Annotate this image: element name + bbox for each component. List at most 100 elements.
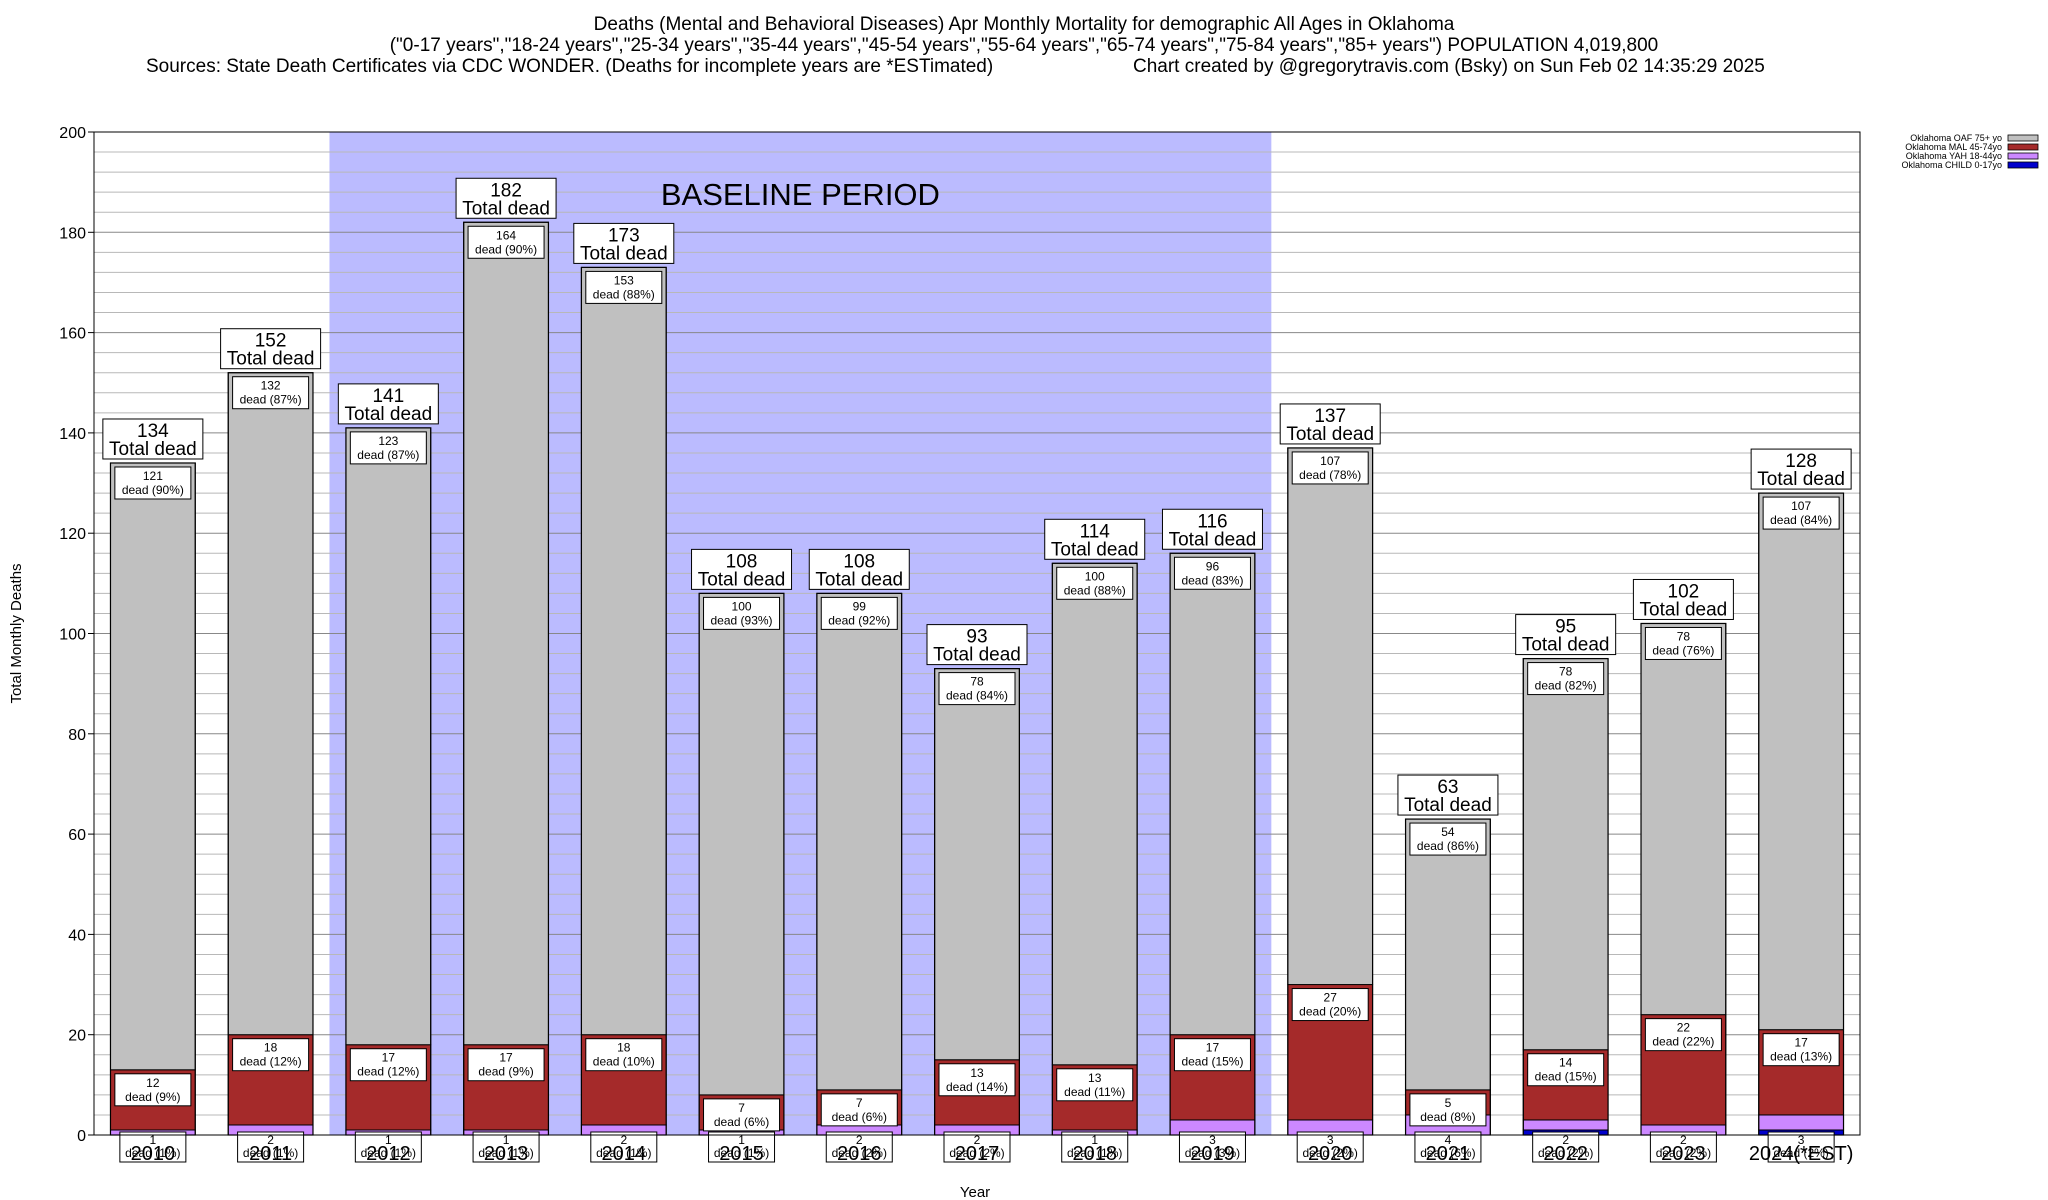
total-value-label: 108 <box>843 551 875 572</box>
x-tick-label: 2015 <box>719 1143 764 1165</box>
bar-segment <box>227 372 314 1036</box>
segment-label-box <box>590 1131 658 1163</box>
segment-value-label: 18 <box>617 1041 631 1055</box>
segment-label-box <box>1644 1018 1722 1052</box>
total-value-label: 141 <box>372 386 404 407</box>
legend-entry-label: Oklahoma MAL 45-74yo <box>1905 142 2002 152</box>
segment-pct-label: dead (76%) <box>1652 643 1714 657</box>
segment-pct-label: dead (9%) <box>125 1090 180 1104</box>
segment-value-label: 17 <box>1794 1036 1808 1050</box>
x-tick-label: 2016 <box>837 1143 882 1165</box>
total-label-box <box>337 383 439 425</box>
segment-value-label: 13 <box>970 1066 984 1080</box>
bar-segment <box>1758 1114 1845 1131</box>
bar-segment <box>580 266 667 1036</box>
segment-pct-label: dead (92%) <box>828 613 890 627</box>
total-value-label: 102 <box>1668 581 1700 602</box>
segment-value-label: 2 <box>856 1133 863 1147</box>
total-label-box <box>220 328 322 370</box>
segment-value-label: 3 <box>1209 1133 1216 1147</box>
total-value-label: 63 <box>1437 777 1458 798</box>
segment-label-box <box>1409 1093 1487 1127</box>
segment-pct-label: dead (2%) <box>1656 1146 1711 1160</box>
total-value-label: 182 <box>490 180 522 201</box>
total-label-box <box>1279 403 1381 445</box>
x-tick-label: 2018 <box>1072 1143 1117 1165</box>
segment-label-box <box>1291 451 1369 485</box>
segment-value-label: 164 <box>496 228 516 242</box>
bar-segment <box>1051 562 1138 1066</box>
segment-value-label: 153 <box>614 273 634 287</box>
total-value-label: 108 <box>726 551 758 572</box>
segment-pct-label: dead (1%) <box>478 1146 533 1160</box>
segment-value-label: 1 <box>503 1133 510 1147</box>
total-label-box <box>102 418 204 460</box>
total-label-box <box>1397 774 1499 816</box>
total-value-label: 128 <box>1785 451 1817 472</box>
bar-segment <box>345 427 432 1046</box>
total-text-label: Total dead <box>1169 529 1257 550</box>
segment-value-label: 1 <box>150 1133 157 1147</box>
bar-segment <box>1405 818 1491 1091</box>
total-text-label: Total dead <box>1404 795 1492 816</box>
x-tick-label: 2010 <box>131 1143 176 1165</box>
y-tick-label: 80 <box>68 727 86 744</box>
segment-value-label: 17 <box>499 1051 513 1065</box>
bar-segment <box>463 221 549 1046</box>
segment-pct-label: dead (87%) <box>240 393 302 407</box>
total-text-label: Total dead <box>580 243 668 264</box>
total-text-label: Total dead <box>698 569 786 590</box>
total-label-box <box>808 548 910 590</box>
total-text-label: Total dead <box>1051 539 1139 560</box>
bar-segment <box>1640 622 1727 1016</box>
y-tick-label: 160 <box>59 326 86 343</box>
bar-segment <box>934 668 1020 1061</box>
segment-value-label: 100 <box>732 599 752 613</box>
total-value-label: 134 <box>137 421 169 442</box>
total-text-label: Total dead <box>109 439 197 460</box>
y-tick-label: 0 <box>77 1128 86 1145</box>
legend-swatch <box>2007 143 2039 151</box>
segment-label-box <box>349 431 427 465</box>
segment-pct-label: dead (90%) <box>475 242 537 256</box>
segment-label-box <box>467 1048 545 1082</box>
segment-value-label: 3 <box>1327 1133 1334 1147</box>
segment-label-box <box>232 1038 310 1072</box>
total-value-label: 173 <box>608 225 640 246</box>
baseline-period-label: BASELINE PERIOD <box>661 177 940 212</box>
segment-value-label: 14 <box>1559 1056 1573 1070</box>
segment-pct-label: dead (2%) <box>1773 1146 1828 1160</box>
segment-value-label: 17 <box>1206 1041 1220 1055</box>
segment-value-label: 18 <box>264 1041 278 1055</box>
segment-label-box <box>585 270 663 304</box>
segment-value-label: 121 <box>143 469 163 483</box>
segment-label-box <box>585 1038 663 1072</box>
segment-value-label: 7 <box>738 1101 745 1115</box>
legend-swatch <box>2007 152 2039 160</box>
chart-subtitle: ("0-17 years","18-24 years","25-34 years… <box>389 35 1659 56</box>
total-text-label: Total dead <box>1286 424 1374 445</box>
segment-value-label: 54 <box>1441 825 1455 839</box>
total-value-label: 137 <box>1314 406 1346 427</box>
segment-pct-label: dead (87%) <box>357 448 419 462</box>
segment-label-box <box>354 1131 422 1163</box>
segment-value-label: 13 <box>1088 1071 1102 1085</box>
x-tick-label: 2023 <box>1661 1143 1706 1165</box>
segment-value-label: 27 <box>1324 991 1338 1005</box>
segment-pct-label: dead (2%) <box>1303 1146 1358 1160</box>
segment-label-box <box>349 1048 427 1082</box>
total-text-label: Total dead <box>1522 635 1610 656</box>
total-text-label: Total dead <box>227 349 315 370</box>
segment-value-label: 7 <box>856 1096 863 1110</box>
segment-pct-label: dead (20%) <box>1299 1005 1361 1019</box>
segment-label-box <box>1649 1131 1717 1163</box>
segment-value-label: 22 <box>1677 1021 1691 1035</box>
total-label-box <box>1632 578 1734 620</box>
segment-pct-label: dead (2%) <box>832 1146 887 1160</box>
segment-pct-label: dead (86%) <box>1417 839 1479 853</box>
segment-value-label: 1 <box>738 1133 745 1147</box>
bar-segment <box>1758 492 1845 1031</box>
segment-pct-label: dead (6%) <box>1420 1146 1475 1160</box>
chart-title: Deaths (Mental and Behavioral Diseases) … <box>593 14 1455 35</box>
legend-entry-label: Oklahoma OAF 75+ yo <box>1910 133 2002 143</box>
